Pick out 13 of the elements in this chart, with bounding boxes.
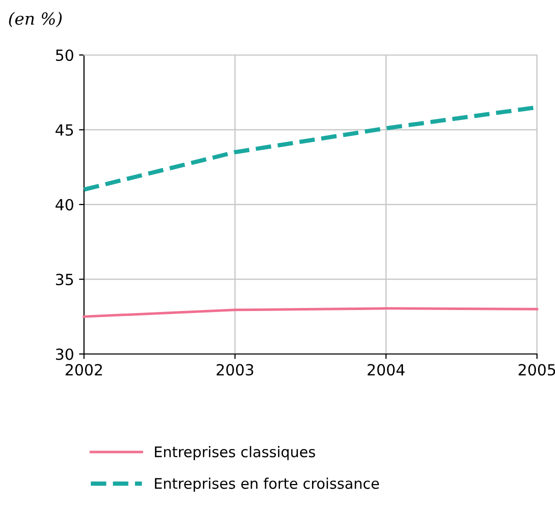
y-axis-title: (en %) (9, 12, 62, 28)
y-tick-label: 35 (56, 274, 73, 286)
y-tick-label: 50 (56, 49, 74, 62)
y-tick-label: 45 (56, 124, 73, 136)
x-tick-label: 2005 (518, 364, 555, 376)
line-series (82, 307, 538, 318)
x-tick-label: 2004 (368, 364, 405, 376)
y-tick-label: 40 (56, 198, 74, 211)
x-tick-label: 2002 (66, 364, 102, 376)
legend-label: Entreprises en forte croissance (154, 478, 379, 492)
y-tick-label: 30 (56, 348, 74, 360)
x-tick-label: 2003 (216, 364, 254, 376)
legend-label: Entreprises classiques (154, 446, 316, 460)
